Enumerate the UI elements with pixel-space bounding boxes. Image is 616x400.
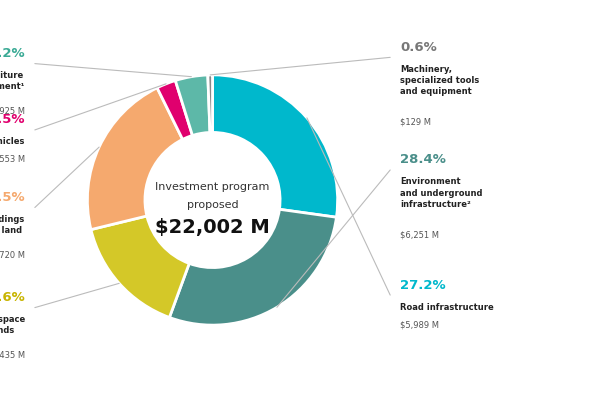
Circle shape bbox=[145, 132, 280, 268]
Text: Road infrastructure: Road infrastructure bbox=[400, 303, 494, 312]
Text: Vehicles: Vehicles bbox=[0, 138, 25, 146]
Text: Parks, green space
and playgrounds: Parks, green space and playgrounds bbox=[0, 315, 25, 335]
Wedge shape bbox=[157, 80, 192, 140]
Text: Buildings
and land: Buildings and land bbox=[0, 215, 25, 235]
Text: $129 M: $129 M bbox=[400, 118, 431, 126]
Text: $553 M: $553 M bbox=[0, 155, 25, 164]
Text: proposed: proposed bbox=[187, 200, 238, 210]
Text: $22,002 M: $22,002 M bbox=[155, 218, 270, 237]
Text: 21.5%: 21.5% bbox=[0, 191, 25, 204]
Wedge shape bbox=[176, 75, 210, 136]
Text: $925 M: $925 M bbox=[0, 106, 25, 115]
Text: Machinery,
specialized tools
and equipment: Machinery, specialized tools and equipme… bbox=[400, 65, 479, 96]
Text: 27.2%: 27.2% bbox=[400, 278, 446, 292]
Text: $6,251 M: $6,251 M bbox=[400, 230, 439, 239]
Wedge shape bbox=[87, 88, 182, 230]
Text: 2.5%: 2.5% bbox=[0, 114, 25, 126]
Text: 4.2%: 4.2% bbox=[0, 47, 25, 60]
Text: $5,989 M: $5,989 M bbox=[400, 320, 439, 329]
Wedge shape bbox=[213, 75, 338, 217]
Text: $4,720 M: $4,720 M bbox=[0, 250, 25, 259]
Text: Office furniture
and equipment¹: Office furniture and equipment¹ bbox=[0, 71, 25, 91]
Text: $3,435 M: $3,435 M bbox=[0, 350, 25, 359]
Text: Environment
and underground
infrastructure²: Environment and underground infrastructu… bbox=[400, 178, 483, 209]
Text: Investment program: Investment program bbox=[155, 182, 270, 192]
Text: 15.6%: 15.6% bbox=[0, 291, 25, 304]
Text: 0.6%: 0.6% bbox=[400, 41, 437, 54]
Circle shape bbox=[144, 132, 281, 268]
Wedge shape bbox=[169, 209, 336, 325]
Wedge shape bbox=[91, 216, 189, 318]
Wedge shape bbox=[208, 75, 213, 132]
Text: 28.4%: 28.4% bbox=[400, 154, 446, 166]
